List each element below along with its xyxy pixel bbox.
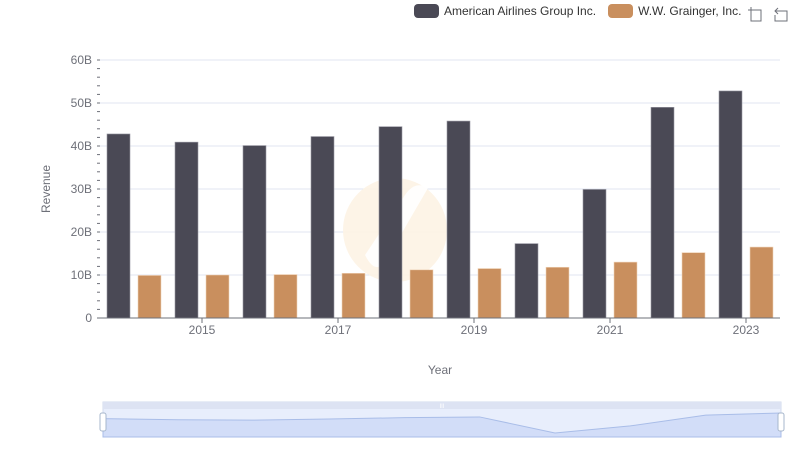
bar-american-airlines-group-inc--2017[interactable] bbox=[310, 136, 335, 319]
legend: American Airlines Group Inc. W.W. Graing… bbox=[414, 4, 753, 18]
bar-w-w-grainger-inc--2019[interactable] bbox=[477, 268, 502, 319]
x-axis-label: Year bbox=[428, 363, 452, 377]
bar-american-airlines-group-inc--2020[interactable] bbox=[514, 243, 539, 319]
y-axis: 0 10B 20B 30B 40B 50B 60B bbox=[71, 53, 100, 325]
bar-w-w-grainger-inc--2020[interactable] bbox=[545, 266, 570, 319]
legend-item-ww-grainger[interactable]: W.W. Grainger, Inc. bbox=[608, 4, 741, 18]
datazoom-slider[interactable]: III bbox=[99, 401, 785, 438]
bar-w-w-grainger-inc--2023[interactable] bbox=[749, 246, 774, 319]
datazoom-left-handle[interactable] bbox=[99, 412, 107, 432]
toolbox bbox=[747, 6, 789, 22]
bar-w-w-grainger-inc--2018[interactable] bbox=[409, 269, 434, 319]
bar-w-w-grainger-inc--2014[interactable] bbox=[137, 275, 162, 319]
bar-american-airlines-group-inc--2014[interactable] bbox=[106, 133, 131, 319]
bar-american-airlines-group-inc--2022[interactable] bbox=[650, 107, 675, 319]
y-axis-label: Revenue bbox=[39, 165, 53, 213]
x-tick-label: 2015 bbox=[189, 323, 216, 337]
legend-swatch-ww-grainger bbox=[608, 4, 634, 18]
datazoom-handle-grip[interactable]: III bbox=[439, 404, 444, 410]
bar-w-w-grainger-inc--2016[interactable] bbox=[273, 274, 298, 319]
legend-label: W.W. Grainger, Inc. bbox=[638, 4, 742, 18]
x-tick-label: 2023 bbox=[733, 323, 760, 337]
legend-item-american-airlines[interactable]: American Airlines Group Inc. bbox=[414, 4, 596, 18]
legend-label: American Airlines Group Inc. bbox=[444, 4, 597, 18]
data-zoom-icon[interactable] bbox=[747, 6, 763, 22]
bar-american-airlines-group-inc--2018[interactable] bbox=[378, 126, 403, 319]
y-tick-label: 30B bbox=[71, 182, 92, 196]
bar-american-airlines-group-inc--2021[interactable] bbox=[582, 189, 607, 319]
y-tick-label: 50B bbox=[71, 96, 92, 110]
bar-w-w-grainger-inc--2015[interactable] bbox=[205, 274, 230, 319]
datazoom-right-handle[interactable] bbox=[777, 412, 785, 432]
bar-american-airlines-group-inc--2016[interactable] bbox=[242, 145, 267, 319]
bar-w-w-grainger-inc--2021[interactable] bbox=[613, 261, 638, 319]
x-tick-label: 2019 bbox=[461, 323, 488, 337]
datazoom-move-bar[interactable] bbox=[103, 402, 781, 409]
bar-american-airlines-group-inc--2023[interactable] bbox=[718, 90, 743, 319]
bars bbox=[106, 90, 774, 319]
y-tick-label: 60B bbox=[71, 53, 92, 67]
bar-american-airlines-group-inc--2019[interactable] bbox=[446, 120, 471, 319]
y-tick-label: 40B bbox=[71, 139, 92, 153]
x-axis: 2015 2017 2019 2021 2023 bbox=[100, 317, 780, 337]
x-tick-label: 2017 bbox=[325, 323, 352, 337]
bar-w-w-grainger-inc--2022[interactable] bbox=[681, 252, 706, 319]
y-tick-label: 0 bbox=[85, 311, 92, 325]
bar-w-w-grainger-inc--2017[interactable] bbox=[341, 272, 366, 319]
y-tick-label: 20B bbox=[71, 225, 92, 239]
x-tick-label: 2021 bbox=[597, 323, 624, 337]
legend-swatch-american-airlines bbox=[414, 4, 439, 18]
y-tick-label: 10B bbox=[71, 268, 92, 282]
bar-american-airlines-group-inc--2015[interactable] bbox=[174, 141, 199, 319]
zoom-reset-icon[interactable] bbox=[773, 6, 789, 22]
